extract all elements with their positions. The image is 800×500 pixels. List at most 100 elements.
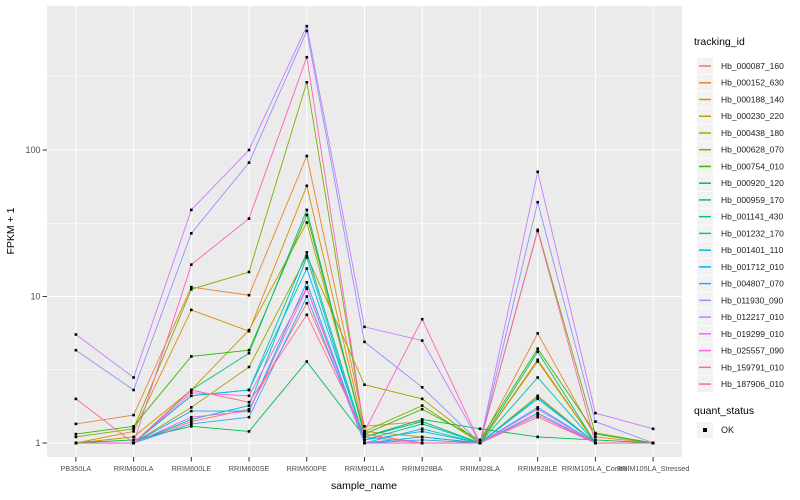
data-point — [363, 430, 366, 433]
legend-title-tracking-id: tracking_id — [694, 36, 745, 48]
data-point — [594, 435, 597, 439]
y-tick-label: 10 — [30, 292, 40, 302]
data-point — [247, 161, 251, 164]
legend-entry-label: Hb_159791_010 — [721, 362, 784, 372]
data-point — [363, 383, 366, 386]
data-point — [74, 435, 78, 439]
data-point — [651, 441, 655, 445]
data-point — [536, 347, 539, 350]
data-point — [247, 388, 251, 392]
legend-entry-label: Hb_001232_170 — [721, 228, 784, 238]
data-point — [536, 411, 539, 415]
legend-entry: Hb_000230_220 — [697, 108, 784, 125]
legend-entry: Hb_000152_630 — [697, 74, 784, 91]
data-point — [536, 415, 539, 419]
data-point — [305, 81, 309, 84]
data-point — [536, 376, 539, 379]
data-point — [420, 422, 424, 426]
data-point — [305, 24, 309, 28]
data-point — [536, 170, 539, 174]
data-point — [536, 406, 539, 409]
data-point — [74, 348, 78, 352]
data-point — [305, 254, 309, 257]
legend-entry-label: Hb_000230_220 — [721, 111, 784, 121]
data-point — [305, 184, 309, 188]
x-tick-label: RRIM928LA — [460, 464, 500, 473]
data-point — [651, 427, 655, 431]
legend-entry-label: Hb_004807_070 — [721, 279, 784, 289]
data-point — [190, 420, 193, 423]
data-point — [363, 325, 366, 329]
data-point — [247, 293, 251, 297]
data-point — [305, 221, 309, 224]
legend-entry: Hb_000188_140 — [697, 91, 784, 108]
x-tick-label: RRIM600SE — [229, 464, 270, 473]
y-tick-label: 1 — [35, 438, 40, 448]
x-tick-label: RRIM600PE — [286, 464, 327, 473]
data-point — [594, 441, 597, 445]
x-tick-label: RRIM928LE — [518, 464, 558, 473]
data-point — [247, 348, 251, 352]
legend-quant-status: OK — [697, 422, 734, 438]
y-tick-label: 100 — [25, 145, 40, 155]
x-tick-label: RRIM105LA_Control — [562, 464, 630, 473]
data-point — [305, 313, 309, 317]
data-point — [363, 441, 366, 445]
data-point — [305, 55, 309, 59]
data-point — [363, 435, 366, 439]
data-point — [536, 200, 539, 204]
data-point — [305, 256, 309, 259]
data-point — [305, 29, 309, 33]
data-point — [74, 333, 78, 336]
x-tick-label: PB350LA — [60, 464, 91, 473]
legend-entry: Hb_012217_010 — [697, 309, 784, 326]
data-point — [132, 376, 135, 379]
legend-entry: Hb_001401_110 — [697, 242, 784, 259]
legend-entry-label: Hb_000754_010 — [721, 161, 784, 171]
data-point — [190, 425, 193, 428]
legend-entry: Hb_011930_090 — [697, 292, 784, 309]
data-point — [247, 365, 251, 369]
data-point — [190, 409, 193, 413]
data-point — [536, 332, 539, 335]
legend-entry: Hb_025557_090 — [697, 342, 784, 359]
legend-entry-label: Hb_000087_160 — [721, 61, 784, 71]
data-point — [190, 232, 193, 235]
data-point — [305, 208, 309, 212]
data-point — [190, 418, 193, 421]
data-point — [247, 407, 251, 411]
x-tick-label: RRIM600LE — [171, 464, 211, 473]
legend-entry-label: Hb_001712_010 — [721, 262, 784, 272]
legend-entry-label: Hb_019299_010 — [721, 329, 784, 339]
data-point — [420, 430, 424, 433]
data-point — [536, 407, 539, 411]
data-point — [420, 397, 424, 401]
data-point — [190, 263, 193, 266]
data-point — [247, 351, 251, 355]
x-tick-label: RRIM928BA — [402, 464, 443, 473]
data-point — [536, 360, 539, 363]
data-point — [74, 422, 78, 426]
axes-layer: 1 10 100 PB350LA RRIM600LA RRIM600LE RRIM600SE… — [25, 145, 689, 473]
ok-square-icon — [703, 428, 707, 432]
legend-entry-label: Hb_011930_090 — [721, 295, 784, 305]
y-axis-title: FPKM + 1 — [5, 207, 17, 254]
legend-entry-label: Hb_025557_090 — [721, 346, 784, 356]
data-point — [420, 420, 424, 423]
data-point — [247, 409, 251, 413]
data-point — [190, 388, 193, 392]
data-point — [247, 430, 251, 433]
data-point — [132, 425, 135, 428]
data-point — [536, 394, 539, 398]
data-point — [190, 415, 193, 419]
x-tick-label: RRIM105LA_Stressed — [617, 464, 690, 473]
data-point — [536, 397, 539, 401]
data-point — [132, 430, 135, 433]
data-point — [247, 400, 251, 404]
data-point — [132, 438, 135, 442]
legend-entry-label: Hb_001401_110 — [721, 245, 784, 255]
data-point — [594, 420, 597, 423]
data-point — [420, 418, 424, 421]
